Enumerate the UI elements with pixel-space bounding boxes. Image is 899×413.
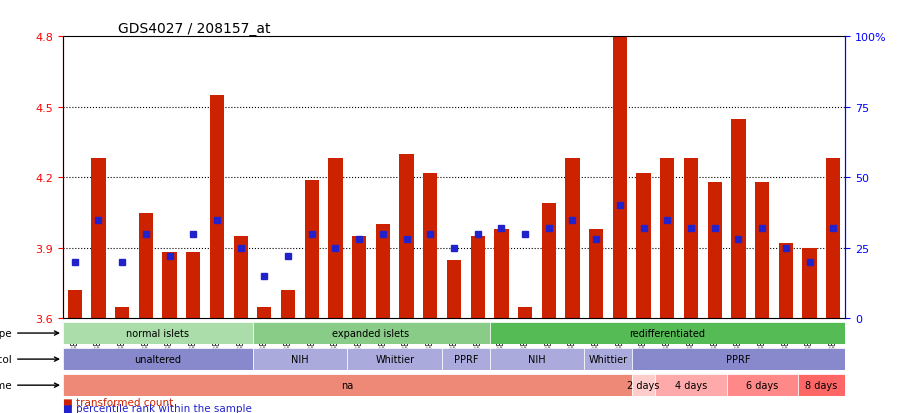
Bar xyxy=(234,237,248,318)
Bar xyxy=(518,307,532,318)
Text: Whittier: Whittier xyxy=(375,354,414,364)
Bar xyxy=(63,375,632,396)
Bar xyxy=(684,159,699,318)
Text: time: time xyxy=(0,380,58,390)
Bar xyxy=(281,290,295,318)
Text: protocol: protocol xyxy=(0,354,58,364)
Text: 4 days: 4 days xyxy=(675,380,708,390)
Text: PPRF: PPRF xyxy=(454,354,478,364)
Bar xyxy=(826,159,841,318)
Bar xyxy=(328,159,343,318)
Text: na: na xyxy=(342,380,353,390)
Bar xyxy=(423,173,438,318)
Text: NIH: NIH xyxy=(291,354,308,364)
Bar xyxy=(632,375,655,396)
Bar xyxy=(655,375,726,396)
Text: GDS4027 / 208157_at: GDS4027 / 208157_at xyxy=(118,22,271,36)
Bar xyxy=(613,37,627,318)
Bar xyxy=(632,349,845,370)
Bar xyxy=(138,213,153,318)
Bar xyxy=(352,237,366,318)
Bar xyxy=(470,237,485,318)
Bar xyxy=(803,248,816,318)
Bar xyxy=(163,253,177,318)
Bar xyxy=(67,290,82,318)
Bar xyxy=(589,229,603,318)
Bar xyxy=(565,159,580,318)
Text: NIH: NIH xyxy=(528,354,546,364)
Bar xyxy=(755,183,770,318)
Bar xyxy=(447,260,461,318)
Bar xyxy=(490,323,845,344)
Bar xyxy=(209,96,224,318)
Text: redifferentiated: redifferentiated xyxy=(629,328,706,338)
Bar xyxy=(708,183,722,318)
Bar xyxy=(494,229,509,318)
Bar xyxy=(92,159,105,318)
Bar xyxy=(542,204,556,318)
Text: 2 days: 2 days xyxy=(628,380,660,390)
Text: ■ transformed count: ■ transformed count xyxy=(63,397,174,407)
Text: Whittier: Whittier xyxy=(589,354,628,364)
Bar xyxy=(63,349,253,370)
Bar xyxy=(584,349,632,370)
Bar xyxy=(726,375,797,396)
Bar xyxy=(442,349,490,370)
Bar xyxy=(376,225,390,318)
Bar xyxy=(63,323,253,344)
Bar xyxy=(115,307,129,318)
Bar xyxy=(636,173,651,318)
Text: normal islets: normal islets xyxy=(126,328,189,338)
Text: 6 days: 6 days xyxy=(746,380,779,390)
Bar xyxy=(257,307,271,318)
Text: ■ percentile rank within the sample: ■ percentile rank within the sample xyxy=(63,403,252,413)
Text: PPRF: PPRF xyxy=(726,354,751,364)
Text: expanded islets: expanded islets xyxy=(333,328,410,338)
Bar xyxy=(399,154,414,318)
Bar xyxy=(305,180,319,318)
Bar xyxy=(797,375,845,396)
Bar xyxy=(779,244,793,318)
Bar xyxy=(253,349,347,370)
Bar xyxy=(660,159,674,318)
Bar xyxy=(731,119,745,318)
Bar xyxy=(490,349,584,370)
Bar xyxy=(253,323,490,344)
Text: cell type: cell type xyxy=(0,328,58,338)
Bar xyxy=(347,349,442,370)
Text: unaltered: unaltered xyxy=(134,354,182,364)
Text: 8 days: 8 days xyxy=(806,380,838,390)
Bar xyxy=(186,253,200,318)
